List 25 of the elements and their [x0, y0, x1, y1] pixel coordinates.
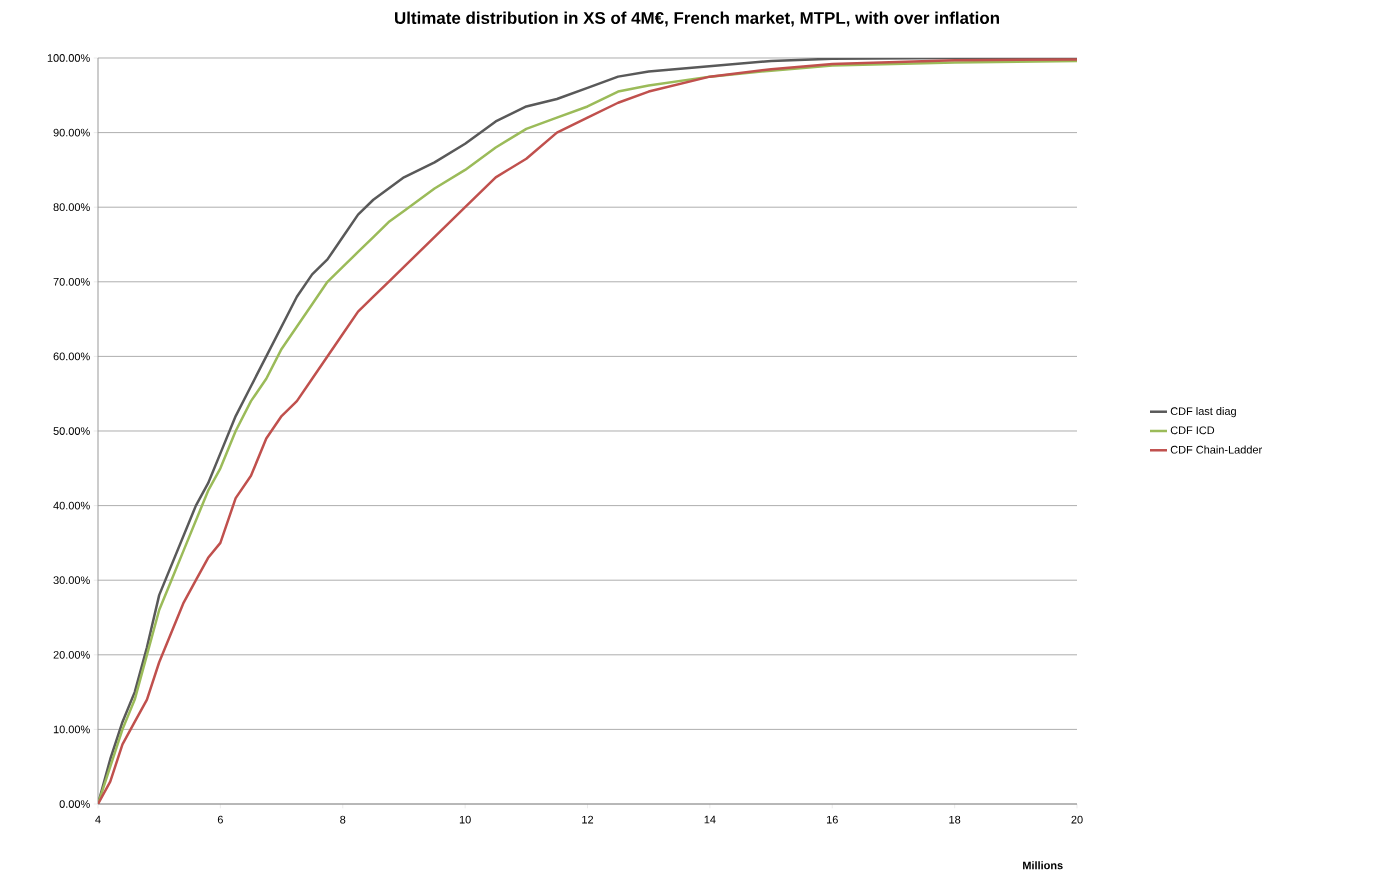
x-tick-label: 4: [95, 815, 101, 824]
y-tick-label: 70.00%: [53, 277, 90, 286]
y-tick-label: 40.00%: [53, 501, 90, 510]
y-tick-label: 10.00%: [53, 725, 90, 734]
x-tick-label: 16: [826, 815, 838, 824]
legend-label: CDF last diag: [1170, 407, 1236, 418]
y-tick-label: 80.00%: [53, 203, 90, 212]
legend-label: CDF Chain-Ladder: [1170, 445, 1262, 454]
x-tick-label: 10: [459, 815, 471, 824]
x-tick-label: 6: [217, 815, 223, 824]
chart-title: Ultimate distribution in XS of 4M€, French market, MTPL, with over inflation: [395, 11, 999, 27]
y-tick-label: 0.00%: [59, 800, 90, 808]
x-tick-label: 18: [949, 815, 961, 824]
y-tick-label: 20.00%: [53, 650, 90, 659]
x-tick-label: 20: [1071, 815, 1083, 824]
y-tick-label: 50.00%: [53, 427, 90, 435]
y-tick-label: 90.00%: [53, 128, 90, 137]
x-axis-title: Millions: [1023, 861, 1063, 870]
y-tick-label: 100.00%: [47, 54, 90, 62]
x-tick-label: 8: [340, 815, 346, 824]
y-tick-label: 60.00%: [53, 352, 90, 361]
y-tick-label: 30.00%: [53, 576, 90, 585]
x-tick-label: 12: [582, 815, 594, 824]
legend-label: CDF ICD: [1170, 426, 1215, 435]
x-tick-label: 14: [704, 815, 716, 824]
